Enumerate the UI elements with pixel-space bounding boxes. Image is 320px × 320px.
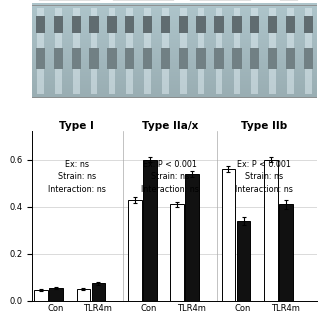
FancyBboxPatch shape bbox=[107, 48, 116, 69]
FancyBboxPatch shape bbox=[232, 16, 242, 33]
FancyBboxPatch shape bbox=[89, 16, 99, 33]
FancyBboxPatch shape bbox=[37, 8, 44, 94]
FancyBboxPatch shape bbox=[36, 48, 45, 69]
Bar bbox=[92, 283, 105, 301]
FancyBboxPatch shape bbox=[161, 48, 170, 69]
FancyBboxPatch shape bbox=[54, 16, 63, 33]
FancyBboxPatch shape bbox=[232, 48, 242, 69]
Text: Ex: P < 0.001
Strain: ns
Interaction: ns: Ex: P < 0.001 Strain: ns Interaction: ns bbox=[141, 160, 199, 194]
FancyBboxPatch shape bbox=[234, 8, 240, 94]
Bar bbox=[222, 169, 235, 301]
FancyBboxPatch shape bbox=[287, 8, 294, 94]
FancyBboxPatch shape bbox=[268, 48, 277, 69]
FancyBboxPatch shape bbox=[91, 8, 97, 94]
FancyBboxPatch shape bbox=[161, 16, 170, 33]
FancyBboxPatch shape bbox=[126, 8, 133, 94]
FancyBboxPatch shape bbox=[36, 16, 45, 33]
FancyBboxPatch shape bbox=[125, 16, 134, 33]
FancyBboxPatch shape bbox=[286, 48, 295, 69]
FancyBboxPatch shape bbox=[144, 8, 151, 94]
Bar bbox=[237, 221, 250, 301]
Bar bbox=[49, 288, 63, 301]
FancyBboxPatch shape bbox=[268, 16, 277, 33]
FancyBboxPatch shape bbox=[305, 8, 312, 94]
Bar bbox=[143, 160, 157, 301]
FancyBboxPatch shape bbox=[252, 8, 258, 94]
FancyBboxPatch shape bbox=[196, 48, 206, 69]
FancyBboxPatch shape bbox=[72, 48, 81, 69]
FancyBboxPatch shape bbox=[269, 8, 276, 94]
Bar bbox=[128, 200, 141, 301]
FancyBboxPatch shape bbox=[72, 16, 81, 33]
FancyBboxPatch shape bbox=[55, 8, 62, 94]
FancyBboxPatch shape bbox=[179, 48, 188, 69]
FancyBboxPatch shape bbox=[143, 48, 152, 69]
Bar bbox=[170, 204, 184, 301]
FancyBboxPatch shape bbox=[304, 48, 313, 69]
Bar bbox=[264, 160, 277, 301]
Text: Type I: Type I bbox=[59, 122, 94, 132]
FancyBboxPatch shape bbox=[107, 16, 116, 33]
Bar bbox=[279, 204, 292, 301]
FancyBboxPatch shape bbox=[304, 16, 313, 33]
FancyBboxPatch shape bbox=[214, 48, 224, 69]
FancyBboxPatch shape bbox=[216, 8, 222, 94]
FancyBboxPatch shape bbox=[180, 8, 187, 94]
FancyBboxPatch shape bbox=[143, 16, 152, 33]
Text: Type IIa/x: Type IIa/x bbox=[142, 122, 198, 132]
FancyBboxPatch shape bbox=[125, 48, 134, 69]
Text: Type IIb: Type IIb bbox=[241, 122, 287, 132]
Bar bbox=[185, 174, 199, 301]
FancyBboxPatch shape bbox=[89, 48, 99, 69]
Text: Ex: ns
Strain: ns
Interaction: ns: Ex: ns Strain: ns Interaction: ns bbox=[48, 160, 106, 194]
FancyBboxPatch shape bbox=[73, 8, 80, 94]
FancyBboxPatch shape bbox=[198, 8, 204, 94]
FancyBboxPatch shape bbox=[54, 48, 63, 69]
FancyBboxPatch shape bbox=[162, 8, 169, 94]
Bar bbox=[76, 289, 90, 301]
FancyBboxPatch shape bbox=[196, 16, 206, 33]
FancyBboxPatch shape bbox=[250, 48, 260, 69]
Bar bbox=[34, 290, 48, 301]
FancyBboxPatch shape bbox=[179, 16, 188, 33]
FancyBboxPatch shape bbox=[250, 16, 260, 33]
FancyBboxPatch shape bbox=[214, 16, 224, 33]
FancyBboxPatch shape bbox=[286, 16, 295, 33]
FancyBboxPatch shape bbox=[109, 8, 115, 94]
Text: Ex: P < 0.001
Strain: ns
Interaction: ns: Ex: P < 0.001 Strain: ns Interaction: ns bbox=[235, 160, 293, 194]
